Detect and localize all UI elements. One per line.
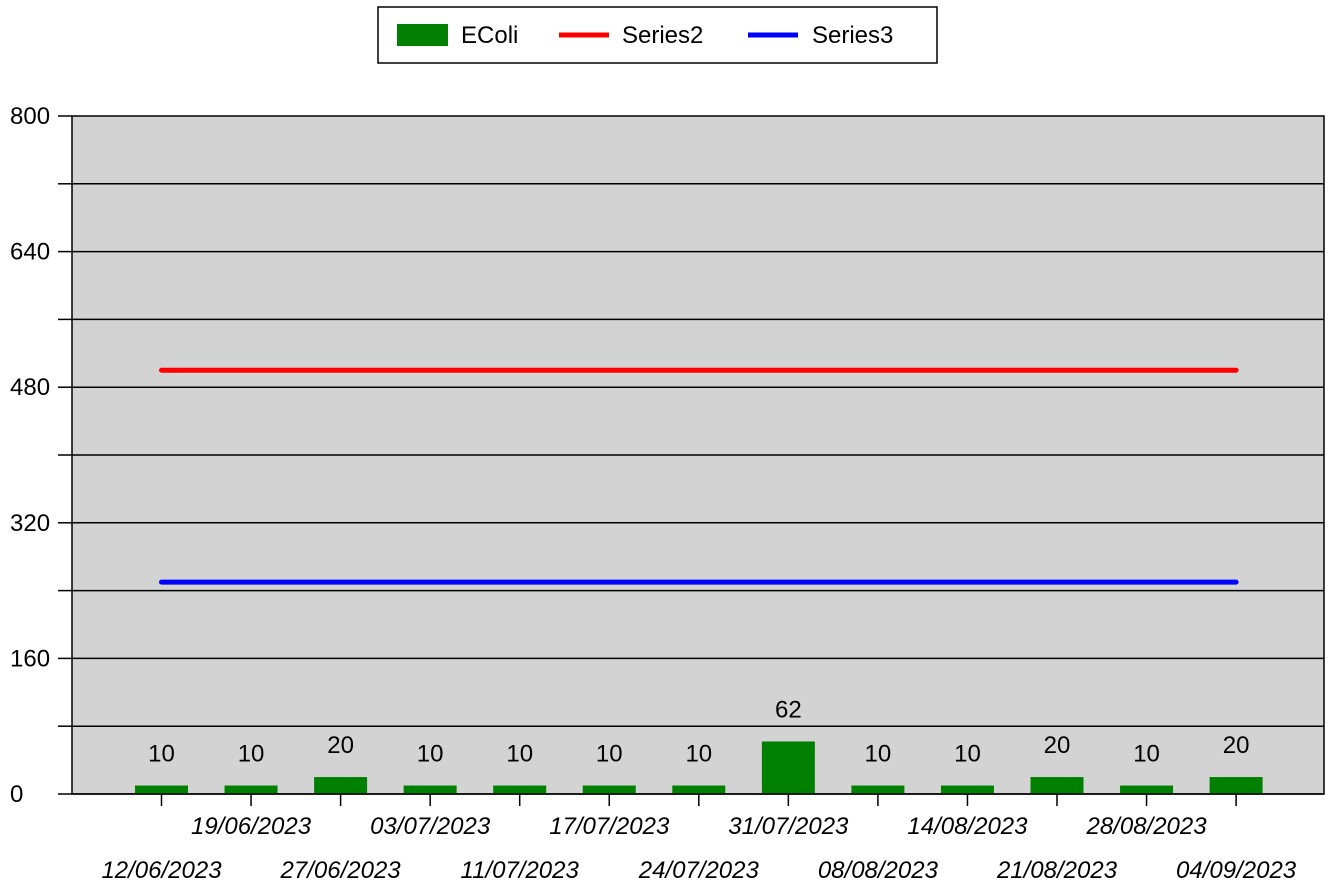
bar-31/07/2023 (761, 741, 815, 794)
legend-swatch-EColi (397, 24, 448, 46)
y-tick-label: 480 (10, 374, 50, 401)
data-label: 10 (596, 741, 623, 768)
bar-03/07/2023 (403, 785, 457, 794)
y-tick-label: 320 (10, 510, 50, 537)
bar-12/06/2023 (135, 785, 188, 794)
data-label: 20 (1044, 732, 1071, 759)
legend-label-Series3: Series3 (812, 22, 893, 49)
x-tick-label: 24/07/2023 (638, 857, 760, 884)
x-tick-label: 11/07/2023 (461, 857, 580, 884)
legend-label-EColi: EColi (461, 22, 518, 49)
bar-19/06/2023 (224, 785, 278, 794)
bar-08/08/2023 (851, 785, 905, 794)
data-label: 20 (327, 732, 354, 759)
legend-label-Series2: Series2 (622, 22, 703, 49)
data-label: 10 (685, 741, 712, 768)
y-tick-label: 160 (10, 645, 50, 672)
x-tick-label: 17/07/2023 (549, 813, 670, 840)
x-tick-label: 28/08/2023 (1085, 813, 1207, 840)
data-label: 10 (238, 741, 265, 768)
bar-28/08/2023 (1120, 785, 1174, 794)
x-tick-label: 21/08/2023 (996, 857, 1118, 884)
x-tick-label: 04/09/2023 (1176, 857, 1297, 884)
x-tick-label: 03/07/2023 (370, 813, 491, 840)
bar-04/09/2023 (1209, 777, 1263, 794)
x-tick-label: 31/07/2023 (728, 813, 849, 840)
data-label: 10 (865, 741, 892, 768)
data-label: 10 (954, 741, 981, 768)
data-label: 20 (1223, 732, 1250, 759)
x-tick-label: 19/06/2023 (191, 813, 312, 840)
data-label: 10 (148, 741, 175, 768)
legend-box (377, 6, 938, 64)
legend: EColi Series2 Series3 (377, 6, 938, 64)
data-label: 10 (417, 741, 444, 768)
x-tick-label: 27/06/2023 (280, 857, 402, 884)
data-label: 62 (775, 696, 802, 723)
bar-14/08/2023 (940, 785, 994, 794)
bar-17/07/2023 (582, 785, 636, 794)
bar-27/06/2023 (314, 777, 368, 794)
y-tick-label: 0 (10, 781, 23, 808)
y-tick-label: 640 (10, 239, 50, 266)
x-tick-label: 12/06/2023 (101, 857, 222, 884)
data-label: 10 (1133, 741, 1160, 768)
x-tick-label: 14/08/2023 (907, 813, 1028, 840)
bar-21/08/2023 (1030, 777, 1084, 794)
bar-24/07/2023 (672, 785, 726, 794)
x-tick-label: 08/08/2023 (818, 857, 939, 884)
data-label: 10 (506, 741, 533, 768)
y-tick-label: 800 (10, 103, 50, 130)
bar-11/07/2023 (493, 785, 547, 794)
plot-area: 0 160 320 480 640 800 10 10 20 10 10 10 10 62 10 10 20 10… (10, 103, 1325, 884)
